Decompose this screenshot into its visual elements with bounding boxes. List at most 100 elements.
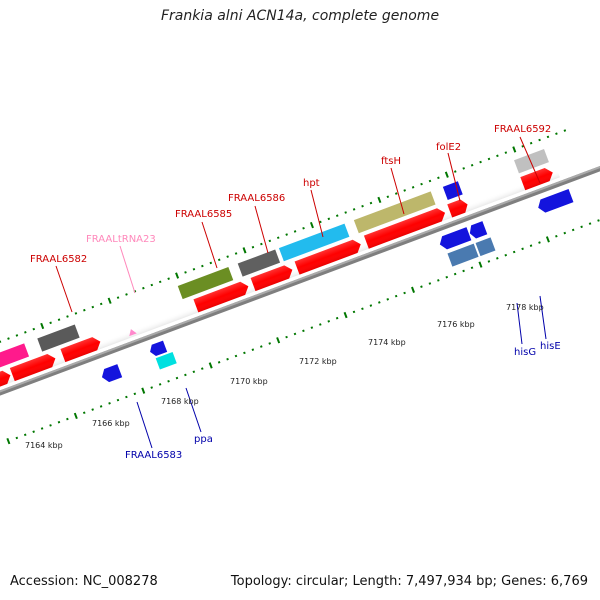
gene-label-ftsh[interactable]: ftsH [381,156,401,167]
minor-tick [352,310,356,314]
gene-label-ppa[interactable]: ppa [194,434,213,445]
minor-tick [487,260,491,263]
gene-box[interactable] [353,191,436,234]
cds-arrow[interactable] [100,364,123,384]
minor-tick [82,411,86,415]
major-tick [175,272,180,279]
minor-tick [40,427,44,430]
minor-tick [512,250,516,254]
minor-tick [200,367,204,370]
minor-tick [470,266,474,270]
minor-tick [386,297,390,301]
major-tick [208,362,213,369]
minor-tick [15,334,19,337]
gene-label-fraal6592[interactable]: FRAAL6592 [494,124,551,135]
minor-tick [386,195,390,199]
minor-tick [335,316,339,320]
gene-box[interactable] [177,267,234,300]
cds-arrow[interactable] [467,221,488,240]
cds-arrow[interactable] [536,188,574,214]
minor-tick [259,345,263,348]
gene-box[interactable] [475,237,496,257]
trna-marker[interactable] [127,328,137,337]
gene-box[interactable] [155,351,177,370]
minor-tick [125,293,128,296]
gene-label-hise[interactable]: hisE [540,341,561,352]
minor-tick [158,280,162,284]
minor-tick [201,264,204,268]
gene-label-fole2[interactable]: folE2 [436,142,461,153]
minor-tick [394,294,398,298]
minor-tick [260,242,263,246]
minor-tick [504,253,508,257]
minor-tick [91,305,95,309]
minor-tick [108,402,111,405]
minor-tick [74,312,78,315]
gene-box[interactable] [447,243,479,267]
forward-gene-labels: FRAAL6582 FRAALtRNA23 FRAAL6585 FRAAL658… [30,124,551,265]
scale-label: 7178 kbp [506,303,544,312]
minor-tick [83,308,86,312]
gene-label-fraal6585[interactable]: FRAAL6585 [175,209,232,220]
gene-box[interactable] [237,249,281,277]
minor-tick [0,340,2,344]
gene-label-fraal6583[interactable]: FRAAL6583 [125,450,182,461]
minor-tick [150,386,153,389]
major-tick [141,387,146,394]
minor-tick [428,282,432,285]
minor-tick [32,327,36,331]
minor-tick [529,141,533,145]
minor-tick [293,332,297,336]
cds-arrow[interactable] [437,227,472,251]
minor-tick [378,301,381,304]
gene-label-hpt[interactable]: hpt [303,178,320,189]
minor-tick [57,318,61,321]
minor-tick [226,255,229,258]
minor-tick [588,222,592,225]
minor-tick [327,320,331,323]
minor-tick [293,230,297,233]
minor-tick [285,233,288,236]
minor-tick [310,326,314,329]
gene-label-fraaltrna23[interactable]: FRAALtRNA23 [86,234,156,245]
gene-label-fraal6582[interactable]: FRAAL6582 [30,254,87,265]
minor-tick [99,405,103,408]
minor-tick [538,138,541,142]
forward-cds-row [0,164,560,395]
minor-tick [184,271,187,274]
reverse-cds-row [100,188,574,384]
minor-tick [394,192,398,195]
reverse-gene-labels: FRAAL6583 ppa hisG hisE [125,341,561,461]
gene-label-hisg[interactable]: hisG [514,347,536,358]
major-tick [73,412,78,420]
minor-tick [538,241,541,244]
minor-tick [217,361,221,364]
gene-box[interactable] [278,223,350,262]
minor-tick [327,217,331,221]
cds-arrow[interactable] [442,181,463,200]
minor-tick [597,219,600,222]
scale-label: 7164 kbp [25,441,63,450]
major-tick [276,337,281,344]
gene-label-fraal6586[interactable]: FRAAL6586 [228,193,285,204]
minor-tick [285,335,288,339]
minor-tick [24,330,27,334]
minor-tick [234,252,238,255]
minor-tick [411,186,415,189]
minor-tick [15,436,19,440]
cds-arrow[interactable] [148,340,168,358]
minor-tick [428,179,432,183]
gene-box[interactable] [0,343,30,372]
major-tick [512,146,517,153]
minor-tick [192,370,196,374]
minor-tick [302,329,305,333]
scale-label: 7166 kbp [92,419,130,428]
minor-tick [268,342,271,345]
gene-box[interactable] [37,324,80,352]
minor-tick [116,296,120,299]
minor-tick [133,392,137,396]
minor-tick [192,267,196,271]
major-tick [309,221,314,229]
kbp-scale-labels: 7164 kbp 7166 kbp 7168 kbp 7170 kbp 7172… [25,303,544,450]
gene-box[interactable] [514,149,549,174]
